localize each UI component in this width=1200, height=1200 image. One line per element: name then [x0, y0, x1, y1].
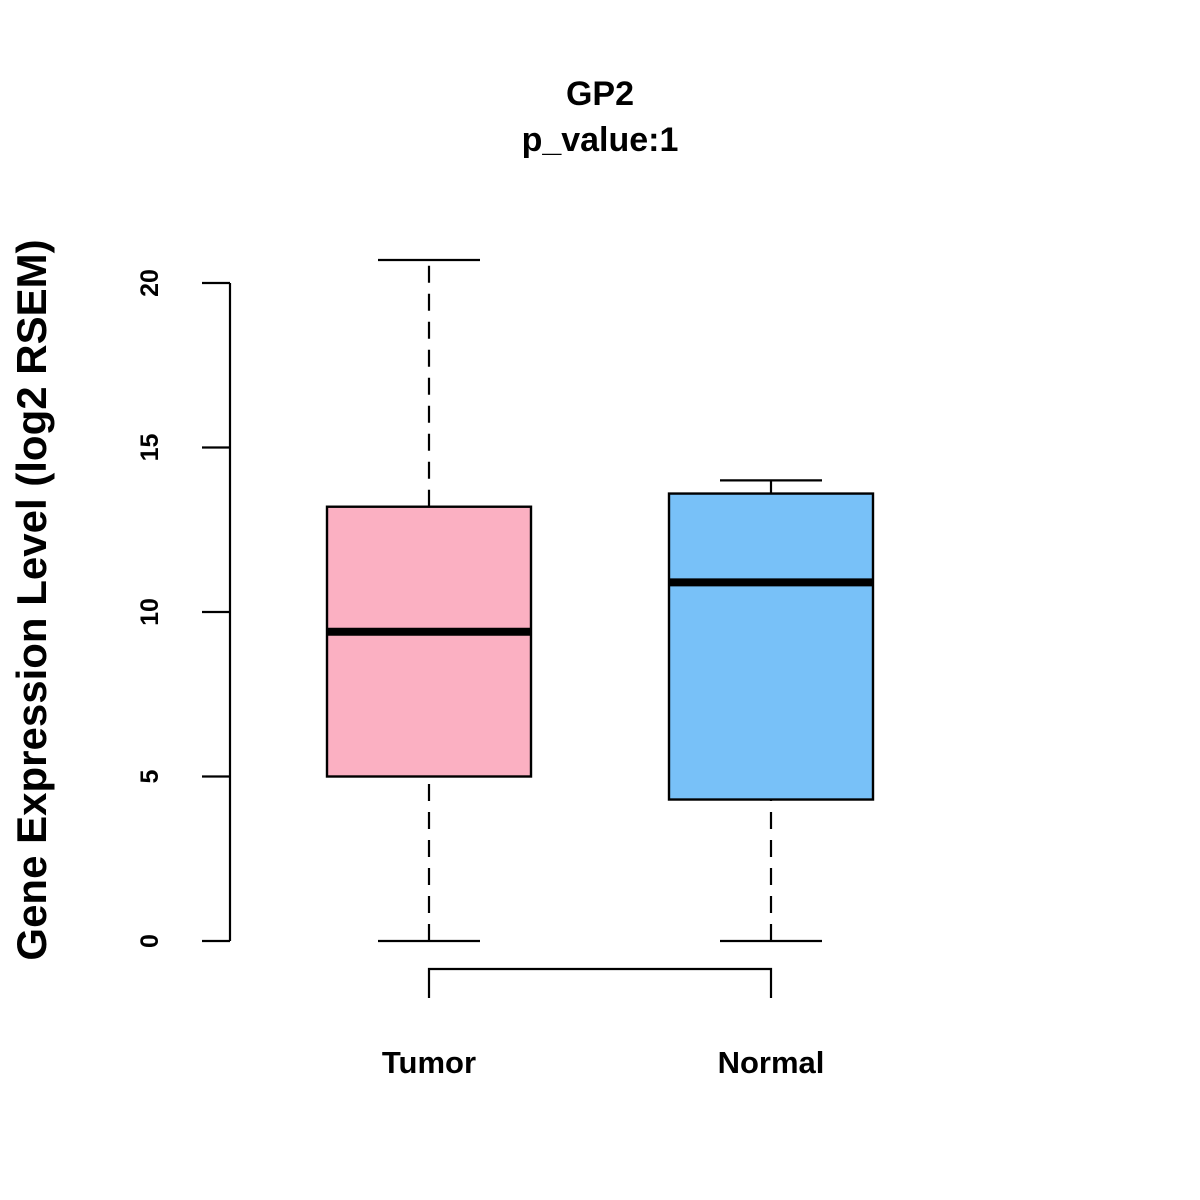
chart-title: GP2	[566, 75, 634, 113]
y-tick-label: 15	[136, 434, 164, 462]
iqr-box	[325, 505, 533, 778]
x-category-label: Tumor	[382, 1045, 476, 1080]
x-category-label: Normal	[718, 1045, 825, 1080]
box-tumor	[325, 258, 533, 943]
y-tick-label: 5	[136, 769, 164, 783]
box-normal	[667, 479, 875, 943]
y-tick-label: 10	[136, 598, 164, 626]
iqr-box	[667, 492, 875, 801]
y-axis-label: Gene Expression Level (log2 RSEM)	[8, 239, 55, 960]
y-axis: 0 5 10 15 20	[136, 269, 232, 948]
x-axis-categories: Tumor Normal	[382, 1045, 824, 1080]
y-tick-label: 20	[136, 269, 164, 297]
boxes-group	[325, 258, 875, 943]
y-tick-label: 0	[136, 934, 164, 948]
comparison-bracket	[427, 967, 773, 998]
bracket-line	[427, 967, 773, 998]
chart-subtitle: p_value:1	[522, 121, 679, 159]
